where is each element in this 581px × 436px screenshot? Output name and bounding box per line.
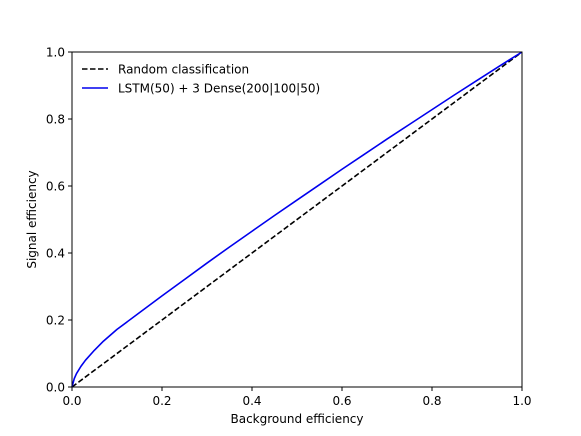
series-line-1 — [71, 51, 523, 388]
ticks-layer: 0.0 0.2 0.4 0.6 0.8 1.0 0.0 0.2 0.4 0.6 0.8 1.0 — [46, 46, 532, 409]
y-axis-label: Signal efficiency — [25, 170, 39, 268]
series-layer — [71, 51, 523, 388]
x-tick-label: 0.2 — [152, 394, 171, 408]
legend: Random classification LSTM(50) + 3 Dense(… — [82, 63, 320, 96]
legend-label-0: Random classification — [118, 63, 249, 77]
y-tick-label: 0.2 — [46, 314, 65, 328]
x-tick-label: 1.0 — [512, 394, 531, 408]
x-tick-label: 0.8 — [422, 394, 441, 408]
y-tick-label: 0.6 — [46, 180, 65, 194]
legend-label-1: LSTM(50) + 3 Dense(200|100|50) — [118, 82, 320, 96]
series-line-0 — [71, 51, 523, 388]
y-tick-label: 0.4 — [46, 247, 65, 261]
y-tick-label: 0.8 — [46, 113, 65, 127]
x-tick-label: 0.6 — [332, 394, 351, 408]
plot-frame — [71, 51, 523, 388]
x-tick-label: 0.4 — [242, 394, 261, 408]
y-tick-label: 1.0 — [46, 46, 65, 60]
y-tick-label: 0.0 — [46, 381, 65, 395]
x-axis-label: Background efficiency — [230, 412, 363, 426]
x-tick-label: 0.0 — [62, 394, 81, 408]
